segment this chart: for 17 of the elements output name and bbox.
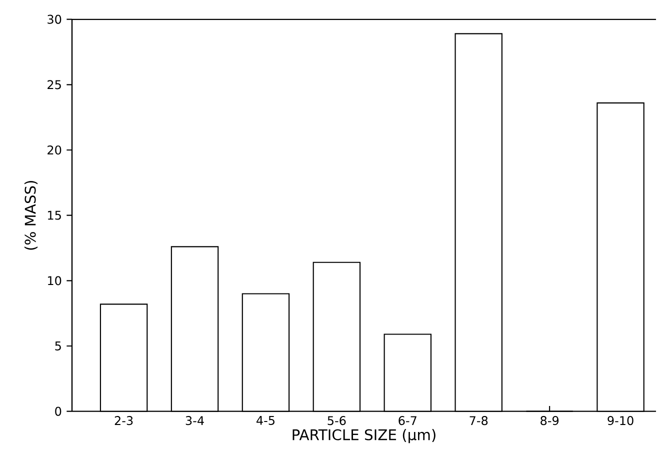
x-tick-label: 3-4 [186,416,204,426]
x-tick-label: 5-6 [328,416,346,426]
x-tick-label: 6-7 [398,416,416,426]
x-tick-label: 2-3 [114,416,133,426]
x-tick-label: 9-10 [608,416,634,426]
y-axis-title: (% MASS) [24,180,38,250]
y-tick-label: 10 [48,276,62,286]
x-tick-label: 7-8 [470,416,488,426]
x-axis-title: PARTICLE SIZE (µm) [292,428,436,444]
y-tick-label: 30 [48,14,62,24]
y-tick-label: 0 [55,406,62,416]
y-tick-label: 25 [48,80,61,90]
x-tick-label: 4-5 [256,416,274,425]
y-tick-label: 20 [48,145,62,155]
y-tick-label: 5 [55,342,61,350]
x-tick-label: 8-9 [540,416,559,426]
y-tick-label: 15 [48,210,61,220]
